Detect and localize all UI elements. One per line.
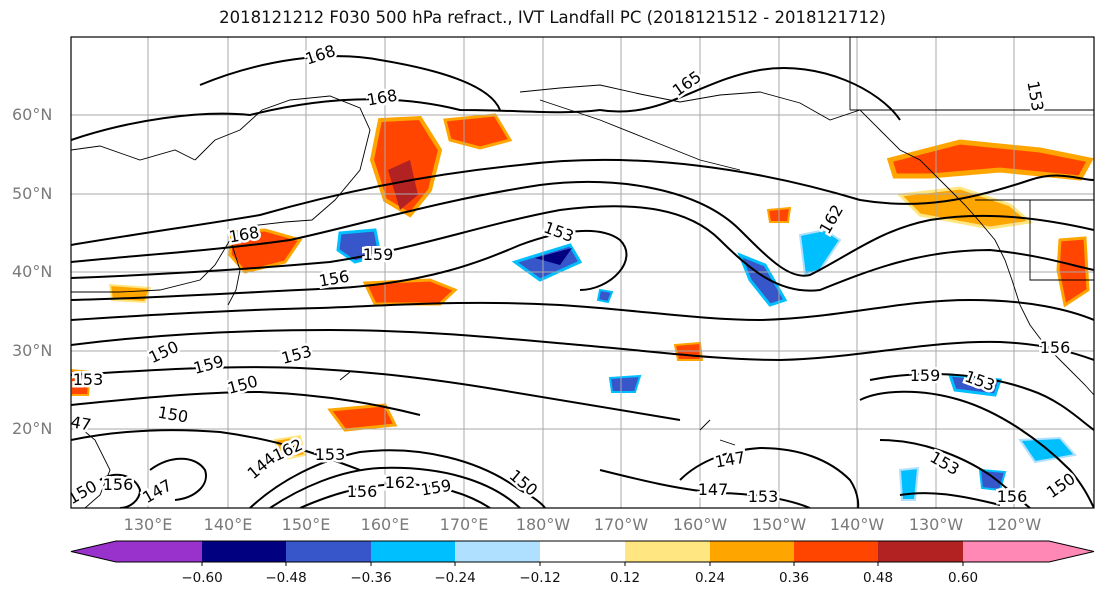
colorbar-tick-label: 0.12	[609, 570, 641, 586]
colorbar-swatch	[455, 541, 540, 562]
longitude-label: 150°W	[751, 515, 807, 534]
colorbar-swatch	[625, 541, 710, 562]
refractivity-contours	[71, 55, 1094, 508]
map-frame	[70, 36, 1095, 509]
contour-label: 159	[363, 245, 394, 264]
longitude-label: 120°W	[986, 515, 1042, 534]
colorbar-tick-label: 0.48	[862, 570, 894, 586]
colorbar-tick-label: −0.12	[519, 570, 561, 586]
colorbar-swatch	[710, 541, 794, 562]
contour-label: 156	[103, 475, 134, 494]
contour-label: 153	[73, 370, 104, 389]
longitude-label: 160°W	[672, 515, 728, 534]
colorbar-swatch	[878, 541, 963, 562]
longitude-label: 170°W	[593, 515, 649, 534]
colorbar-swatch	[371, 541, 455, 562]
colorbar-tick-label: −0.48	[265, 570, 307, 586]
contour-label: 156	[347, 482, 378, 501]
colorbar-swatch	[202, 541, 286, 562]
longitude-label: 180°W	[515, 515, 571, 534]
colorbar-swatch	[794, 541, 878, 562]
latitude-label: 60°N	[12, 105, 53, 124]
latitude-label: 30°N	[12, 341, 53, 360]
longitude-label: 130°E	[123, 515, 173, 534]
contour-label: 147	[698, 480, 729, 499]
longitude-label: 160°E	[360, 515, 410, 534]
contour-label: 159	[910, 366, 941, 385]
contour-label: 156	[997, 487, 1028, 506]
colorbar-tick-label: 0.60	[947, 570, 979, 586]
latitude-label: 20°N	[12, 419, 53, 438]
longitude-label: 140°E	[203, 515, 253, 534]
coastlines	[71, 37, 1094, 508]
longitude-label: 140°W	[829, 515, 885, 534]
colorbar-tick-label: 0.36	[778, 570, 810, 586]
contour-label: 162	[385, 473, 416, 492]
longitude-label: 130°W	[908, 515, 964, 534]
colorbar	[70, 540, 1095, 566]
contour-label: 153	[315, 445, 346, 464]
colorbar-tick-label: −0.36	[350, 570, 392, 586]
colorbar-swatch	[540, 541, 625, 562]
colorbar-swatch	[286, 541, 371, 562]
colorbar-extend-max	[963, 541, 1094, 562]
colorbar-tick-label: 0.24	[694, 570, 726, 586]
contour-label: 147	[59, 411, 92, 435]
colorbar-tick-label: −0.24	[434, 570, 476, 586]
contour-label: 156	[1040, 338, 1071, 357]
longitude-label: 170°E	[439, 515, 489, 534]
latitude-label: 50°N	[12, 184, 53, 203]
colorbar-tick-label: −0.60	[181, 570, 223, 586]
colorbar-extend-min	[71, 541, 202, 562]
latitude-label: 40°N	[12, 262, 53, 281]
longitude-label: 150°E	[281, 515, 331, 534]
map-title: 2018121212 F030 500 hPa refract., IVT La…	[219, 8, 886, 27]
contour-label: 153	[748, 487, 779, 506]
colorbar-outline	[70, 540, 1095, 563]
